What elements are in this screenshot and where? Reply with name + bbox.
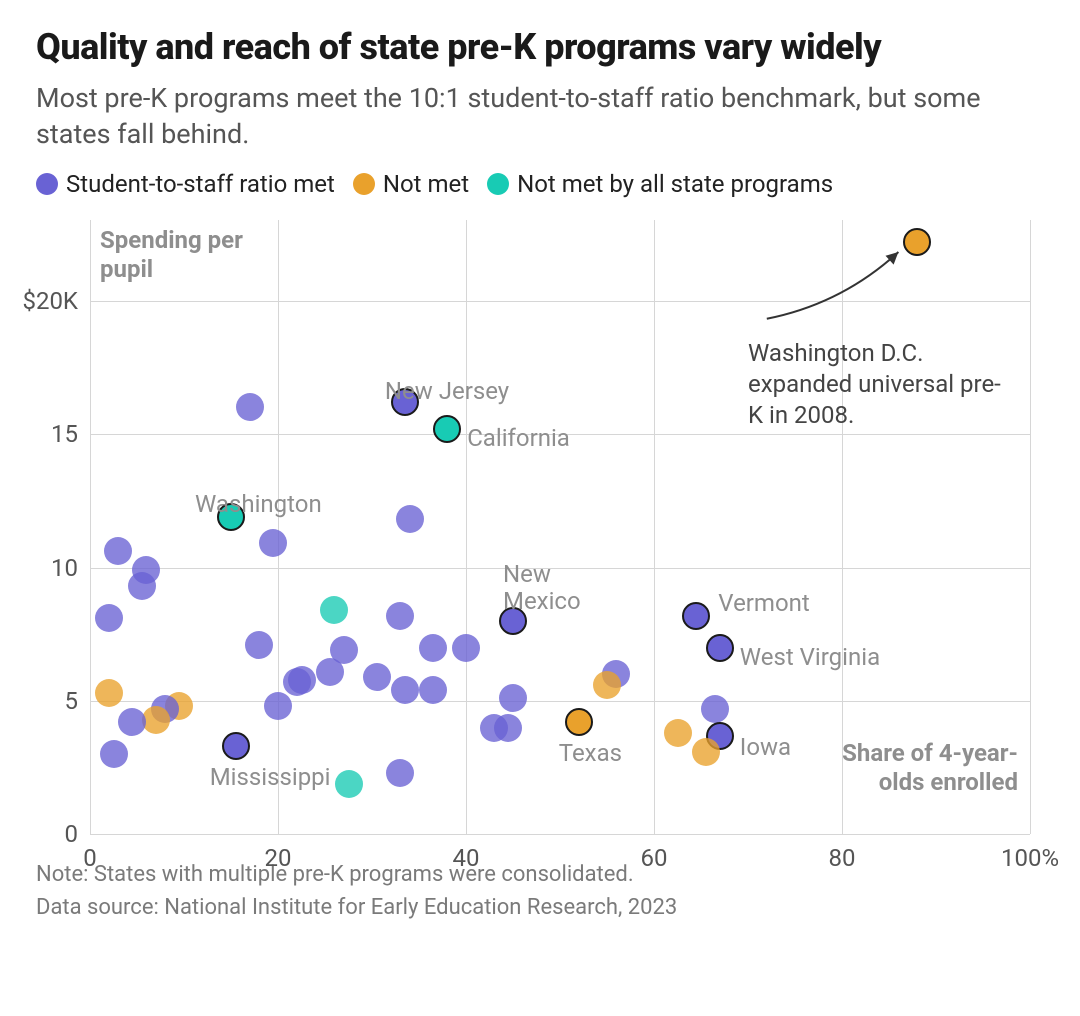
data-label: New Jersey: [385, 378, 509, 406]
y-gridline: [90, 701, 1030, 702]
data-point: [419, 634, 447, 662]
chart-subtitle: Most pre-K programs meet the 10:1 studen…: [36, 80, 1044, 153]
x-gridline: [278, 220, 279, 834]
data-point: [335, 770, 363, 798]
data-point: [95, 679, 123, 707]
data-point: [118, 708, 146, 736]
y-gridline: [90, 301, 1030, 302]
x-axis-inner-label: Share of 4-year-olds enrolled: [798, 739, 1018, 797]
data-point: [316, 658, 344, 686]
data-point: [259, 529, 287, 557]
footnote-line: Note: States with multiple pre-K program…: [36, 858, 1044, 891]
data-point: [320, 596, 348, 624]
data-point: [664, 719, 692, 747]
x-tick-label: 0: [83, 844, 97, 872]
data-point: [706, 634, 734, 662]
data-point: [363, 663, 391, 691]
y-axis-inner-label: Spending per pupil: [100, 226, 280, 284]
data-label: California: [467, 425, 570, 453]
data-point: [95, 604, 123, 632]
data-point: [236, 393, 264, 421]
y-tick-label: 0: [65, 820, 79, 848]
data-point: [386, 759, 414, 787]
legend: Student-to-staff ratio met Not met Not met…: [36, 170, 1044, 198]
footnote-line: Data source: National Institute for Earl…: [36, 891, 1044, 924]
data-point: [565, 708, 593, 736]
chart-container: Quality and reach of state pre-K program…: [0, 0, 1080, 1016]
data-label: Vermont: [718, 590, 809, 618]
data-point: [104, 537, 132, 565]
legend-item: Not met by all state programs: [487, 170, 833, 198]
y-tick-label: 5: [65, 687, 79, 715]
data-point: [222, 732, 250, 760]
data-point: [692, 738, 720, 766]
data-label: West Virginia: [740, 644, 880, 672]
data-label: NewMexico: [503, 561, 581, 616]
x-tick-label: 60: [641, 844, 668, 872]
x-gridline: [1030, 220, 1031, 834]
data-point: [593, 671, 621, 699]
data-point: [100, 740, 128, 768]
x-tick-label: 20: [265, 844, 292, 872]
data-point: [386, 602, 414, 630]
data-point: [682, 602, 710, 630]
data-label: Washington: [195, 491, 322, 519]
x-gridline: [654, 220, 655, 834]
y-tick-label: 10: [51, 554, 78, 582]
data-point: [701, 695, 729, 723]
legend-label: Not met: [383, 170, 469, 198]
x-tick-label: 80: [829, 844, 856, 872]
legend-label: Not met by all state programs: [517, 170, 833, 198]
legend-dot: [487, 173, 509, 195]
data-point: [245, 631, 273, 659]
legend-item: Student-to-staff ratio met: [36, 170, 335, 198]
legend-label: Student-to-staff ratio met: [66, 170, 335, 198]
y-gridline: [90, 834, 1030, 835]
x-gridline: [90, 220, 91, 834]
data-point: [452, 634, 480, 662]
legend-dot: [36, 173, 58, 195]
data-point: [264, 692, 292, 720]
data-point: [903, 228, 931, 256]
data-point: [494, 714, 522, 742]
y-tick-label: 15: [51, 420, 78, 448]
data-label: Mississippi: [210, 764, 331, 792]
legend-dot: [353, 173, 375, 195]
data-point: [283, 668, 311, 696]
chart-title: Quality and reach of state pre-K program…: [36, 28, 1044, 68]
data-point: [396, 505, 424, 533]
chart-footnotes: Note: States with multiple pre-K program…: [36, 858, 1044, 924]
data-point: [499, 684, 527, 712]
x-tick-label: 40: [453, 844, 480, 872]
data-point: [433, 415, 461, 443]
legend-item: Not met: [353, 170, 469, 198]
x-tick-label: 100%: [1001, 844, 1059, 872]
scatter-chart: 020406080100%051015$20KSpending per pupi…: [90, 220, 1030, 834]
annotation-text: Washington D.C. expanded universal pre-K…: [748, 338, 1008, 432]
y-tick-label: $20K: [22, 287, 78, 315]
data-label: Texas: [559, 740, 622, 768]
data-point: [128, 572, 156, 600]
data-point: [419, 676, 447, 704]
data-label: Iowa: [740, 734, 791, 762]
data-point: [391, 676, 419, 704]
x-gridline: [466, 220, 467, 834]
